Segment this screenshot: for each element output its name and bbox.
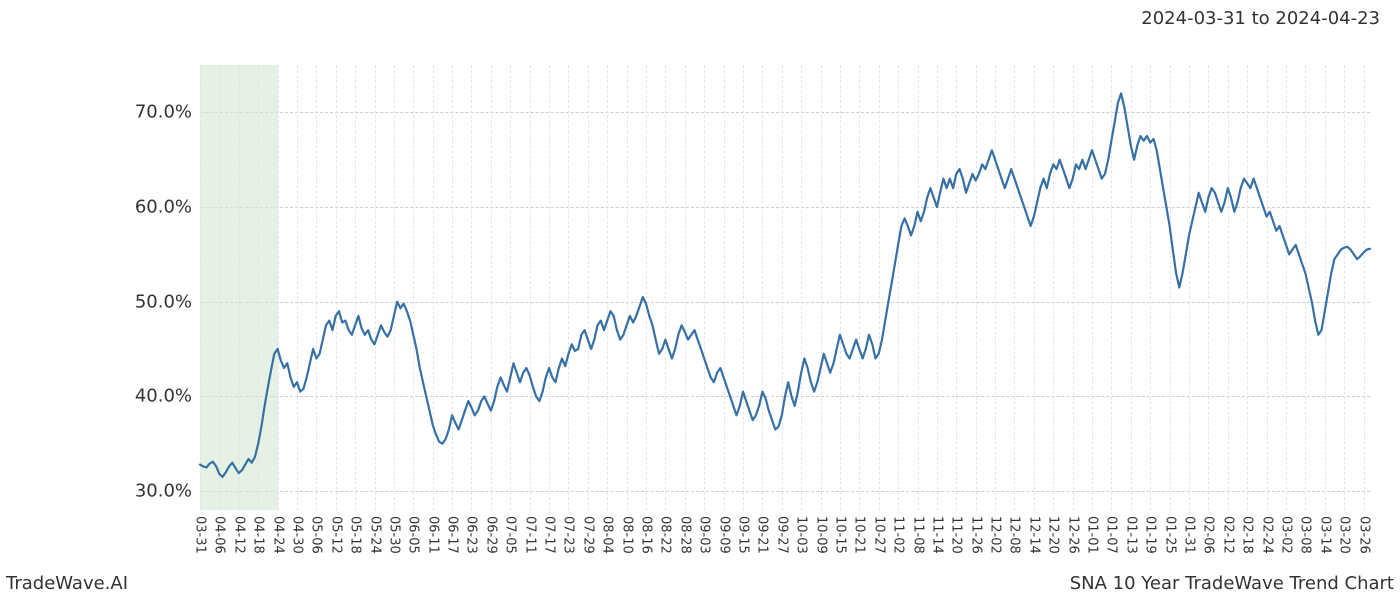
x-tick-label: 07-17 <box>542 516 557 554</box>
x-tick-label: 02-24 <box>1259 516 1274 554</box>
x-tick-label: 12-26 <box>1065 516 1080 554</box>
x-tick-label: 09-03 <box>697 516 712 554</box>
x-tick-label: 03-26 <box>1356 516 1371 554</box>
x-tick-label: 08-28 <box>677 516 692 554</box>
x-tick-label: 12-02 <box>988 516 1003 554</box>
plot-area: 30.0%40.0%50.0%60.0%70.0%03-3104-0604-12… <box>200 65 1370 510</box>
x-tick-label: 11-20 <box>949 516 964 554</box>
x-tick-label: 07-29 <box>580 516 595 554</box>
x-tick-label: 01-25 <box>1162 516 1177 554</box>
x-tick-label: 12-08 <box>1007 516 1022 554</box>
x-tick-label: 09-21 <box>755 516 770 554</box>
x-tick-label: 01-07 <box>1104 516 1119 554</box>
x-tick-label: 05-18 <box>348 516 363 554</box>
x-tick-label: 03-02 <box>1278 516 1293 554</box>
y-tick-label: 60.0% <box>135 197 200 218</box>
x-tick-label: 09-27 <box>774 516 789 554</box>
x-tick-label: 01-01 <box>1085 516 1100 554</box>
x-tick-label: 03-20 <box>1337 516 1352 554</box>
x-tick-label: 10-03 <box>794 516 809 554</box>
x-tick-label: 09-15 <box>735 516 750 554</box>
x-tick-label: 08-10 <box>619 516 634 554</box>
x-tick-label: 10-27 <box>871 516 886 554</box>
x-tick-label: 07-11 <box>522 516 537 554</box>
x-tick-label: 02-12 <box>1220 516 1235 554</box>
x-tick-label: 03-08 <box>1298 516 1313 554</box>
line-chart-svg <box>200 65 1370 510</box>
x-tick-label: 04-24 <box>270 516 285 554</box>
x-tick-label: 06-11 <box>425 516 440 554</box>
y-tick-label: 30.0% <box>135 481 200 502</box>
x-tick-label: 05-12 <box>328 516 343 554</box>
x-tick-label: 08-04 <box>600 516 615 554</box>
y-tick-label: 40.0% <box>135 386 200 407</box>
x-tick-label: 06-05 <box>406 516 421 554</box>
x-tick-label: 06-23 <box>464 516 479 554</box>
x-tick-label: 10-09 <box>813 516 828 554</box>
date-range: 2024-03-31 to 2024-04-23 <box>1141 8 1380 29</box>
x-tick-label: 05-06 <box>309 516 324 554</box>
y-tick-label: 70.0% <box>135 102 200 123</box>
x-tick-label: 02-06 <box>1201 516 1216 554</box>
x-tick-label: 06-17 <box>445 516 460 554</box>
chart-title: SNA 10 Year TradeWave Trend Chart <box>1070 573 1394 594</box>
x-tick-label: 04-12 <box>231 516 246 554</box>
x-tick-label: 05-24 <box>367 516 382 554</box>
x-tick-label: 04-06 <box>212 516 227 554</box>
x-tick-label: 01-19 <box>1143 516 1158 554</box>
x-tick-label: 03-31 <box>193 516 208 554</box>
x-tick-label: 04-30 <box>289 516 304 554</box>
x-tick-label: 08-16 <box>639 516 654 554</box>
x-tick-label: 01-31 <box>1182 516 1197 554</box>
x-tick-label: 07-05 <box>503 516 518 554</box>
x-tick-label: 08-22 <box>658 516 673 554</box>
x-tick-label: 01-13 <box>1123 516 1138 554</box>
brand-label: TradeWave.AI <box>6 573 128 594</box>
trend-line <box>200 93 1370 477</box>
x-tick-label: 10-21 <box>852 516 867 554</box>
x-tick-label: 05-30 <box>386 516 401 554</box>
x-tick-label: 12-20 <box>1046 516 1061 554</box>
x-tick-label: 04-18 <box>251 516 266 554</box>
x-tick-label: 11-08 <box>910 516 925 554</box>
x-tick-label: 06-29 <box>483 516 498 554</box>
x-tick-label: 09-09 <box>716 516 731 554</box>
x-tick-label: 11-14 <box>929 516 944 554</box>
y-tick-label: 50.0% <box>135 291 200 312</box>
x-tick-label: 11-02 <box>891 516 906 554</box>
x-tick-label: 12-14 <box>1026 516 1041 554</box>
x-tick-label: 02-18 <box>1240 516 1255 554</box>
x-tick-label: 11-26 <box>968 516 983 554</box>
x-tick-label: 03-14 <box>1317 516 1332 554</box>
chart-container: 30.0% 40.0% 50.0% 60.0% 70.0% 03-31 04-06 04-12… <box>0 40 1400 565</box>
x-tick-label: 10-15 <box>832 516 847 554</box>
x-tick-label: 07-23 <box>561 516 576 554</box>
